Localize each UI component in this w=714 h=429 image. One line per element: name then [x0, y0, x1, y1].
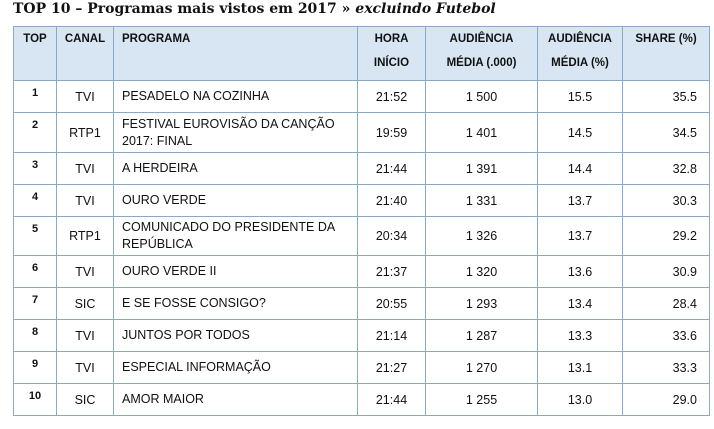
- cell-audiencia: 1 255: [425, 383, 538, 416]
- header-top: TOP: [13, 26, 57, 81]
- cell-canal: TVI: [56, 319, 114, 352]
- cell-canal: RTP1: [56, 112, 114, 153]
- cell-canal: TVI: [56, 152, 114, 185]
- cell-canal: RTP1: [56, 216, 114, 256]
- header-hora-line2: INÍCIO: [373, 57, 410, 69]
- table-row: 9 TVI ESPECIAL INFORMAÇÃO 21:27 1 270 13.1 33.…: [13, 351, 710, 384]
- cell-hora: 21:37: [357, 255, 426, 288]
- cell-top: 4: [13, 184, 57, 217]
- header-share: SHARE (%): [622, 26, 710, 81]
- header-hora: HORA INÍCIO: [357, 26, 426, 81]
- cell-hora: 21:52: [357, 80, 426, 113]
- cell-top: 6: [13, 255, 57, 288]
- cell-share: 30.3: [622, 184, 710, 217]
- table-row: 2 RTP1 FESTIVAL EUROVISÃO DA CANÇÃO 2017: …: [13, 112, 710, 153]
- header-audiencia: AUDIÊNCIA MÉDIA (.000): [425, 26, 538, 81]
- header-canal: CANAL: [56, 26, 114, 81]
- cell-hora: 21:44: [357, 152, 426, 185]
- cell-audiencia: 1 287: [425, 319, 538, 352]
- header-row: TOP CANAL PROGRAMA HORA INÍCIO AUDIÊNCIA M…: [13, 26, 710, 81]
- header-audiencia-line1: AUDIÊNCIA: [449, 33, 514, 45]
- cell-programa: FESTIVAL EUROVISÃO DA CANÇÃO 2017: FINAL: [113, 112, 358, 153]
- table-row: 7 SIC E SE FOSSE CONSIGO? 20:55 1 293 13.4 28.…: [13, 287, 710, 320]
- header-audiencia-pct-line1: AUDIÊNCIA: [548, 33, 612, 45]
- cell-share: 33.3: [622, 351, 710, 384]
- cell-programa: COMUNICADO DO PRESIDENTE DA REPÚBLICA: [113, 216, 358, 256]
- cell-share: 30.9: [622, 255, 710, 288]
- cell-programa: ESPECIAL INFORMAÇÃO: [113, 351, 358, 384]
- cell-canal: TVI: [56, 80, 114, 113]
- table-row: 4 TVI OURO VERDE 21:40 1 331 13.7 30.3: [13, 184, 710, 217]
- cell-top: 7: [13, 287, 57, 320]
- cell-programa: E SE FOSSE CONSIGO?: [113, 287, 358, 320]
- cell-canal: SIC: [56, 383, 114, 416]
- cell-share: 29.0: [622, 383, 710, 416]
- cell-audiencia: 1 320: [425, 255, 538, 288]
- cell-media-pct: 14.5: [537, 112, 623, 153]
- header-audiencia-pct-line2: MÉDIA (%): [551, 57, 609, 69]
- table-row: 6 TVI OURO VERDE II 21:37 1 320 13.6 30.9: [13, 255, 710, 288]
- cell-audiencia: 1 391: [425, 152, 538, 185]
- cell-media-pct: 13.0: [537, 383, 623, 416]
- cell-top: 5: [13, 216, 57, 256]
- cell-media-pct: 13.7: [537, 184, 623, 217]
- cell-audiencia: 1 500: [425, 80, 538, 113]
- cell-programa: A HERDEIRA: [113, 152, 358, 185]
- cell-top: 9: [13, 351, 57, 384]
- cell-share: 35.5: [622, 80, 710, 113]
- cell-share: 29.2: [622, 216, 710, 256]
- cell-audiencia: 1 326: [425, 216, 538, 256]
- cell-audiencia: 1 401: [425, 112, 538, 153]
- cell-programa: OURO VERDE: [113, 184, 358, 217]
- cell-top: 2: [13, 112, 57, 153]
- cell-media-pct: 15.5: [537, 80, 623, 113]
- cell-hora: 20:34: [357, 216, 426, 256]
- cell-hora: 19:59: [357, 112, 426, 153]
- cell-canal: TVI: [56, 351, 114, 384]
- cell-top: 10: [13, 383, 57, 416]
- title-emphasis: excluindo Futebol: [355, 1, 496, 17]
- cell-hora: 21:44: [357, 383, 426, 416]
- title-main: TOP 10 – Programas mais vistos em 2017 »: [13, 1, 356, 17]
- page-title: TOP 10 – Programas mais vistos em 2017 »…: [13, 1, 496, 17]
- cell-share: 33.6: [622, 319, 710, 352]
- header-hora-line1: HORA: [374, 33, 409, 45]
- cell-hora: 21:27: [357, 351, 426, 384]
- cell-audiencia: 1 293: [425, 287, 538, 320]
- cell-audiencia: 1 331: [425, 184, 538, 217]
- cell-share: 32.8: [622, 152, 710, 185]
- ranking-table: TOP CANAL PROGRAMA HORA INÍCIO AUDIÊNCIA M…: [13, 26, 710, 416]
- cell-media-pct: 14.4: [537, 152, 623, 185]
- table-row: 10 SIC AMOR MAIOR 21:44 1 255 13.0 29.0: [13, 383, 710, 416]
- cell-top: 8: [13, 319, 57, 352]
- cell-canal: SIC: [56, 287, 114, 320]
- header-programa: PROGRAMA: [113, 26, 358, 81]
- cell-share: 34.5: [622, 112, 710, 153]
- table-row: 8 TVI JUNTOS POR TODOS 21:14 1 287 13.3 33.6: [13, 319, 710, 352]
- table-row: 3 TVI A HERDEIRA 21:44 1 391 14.4 32.8: [13, 152, 710, 185]
- cell-share: 28.4: [622, 287, 710, 320]
- cell-hora: 21:14: [357, 319, 426, 352]
- table-body: 1 TVI PESADELO NA COZINHA 21:52 1 500 15.5 35.…: [13, 80, 710, 416]
- cell-programa: AMOR MAIOR: [113, 383, 358, 416]
- cell-canal: TVI: [56, 184, 114, 217]
- cell-programa: PESADELO NA COZINHA: [113, 80, 358, 113]
- cell-hora: 21:40: [357, 184, 426, 217]
- cell-top: 3: [13, 152, 57, 185]
- cell-media-pct: 13.3: [537, 319, 623, 352]
- cell-media-pct: 13.1: [537, 351, 623, 384]
- header-audiencia-pct: AUDIÊNCIA MÉDIA (%): [537, 26, 623, 81]
- table-row: 1 TVI PESADELO NA COZINHA 21:52 1 500 15.5 35.…: [13, 80, 710, 113]
- cell-programa: OURO VERDE II: [113, 255, 358, 288]
- cell-hora: 20:55: [357, 287, 426, 320]
- header-audiencia-line2: MÉDIA (.000): [446, 57, 517, 69]
- cell-programa: JUNTOS POR TODOS: [113, 319, 358, 352]
- cell-media-pct: 13.6: [537, 255, 623, 288]
- cell-top: 1: [13, 80, 57, 113]
- cell-media-pct: 13.7: [537, 216, 623, 256]
- cell-media-pct: 13.4: [537, 287, 623, 320]
- table-row: 5 RTP1 COMUNICADO DO PRESIDENTE DA REPÚBLI…: [13, 216, 710, 256]
- cell-audiencia: 1 270: [425, 351, 538, 384]
- cell-canal: TVI: [56, 255, 114, 288]
